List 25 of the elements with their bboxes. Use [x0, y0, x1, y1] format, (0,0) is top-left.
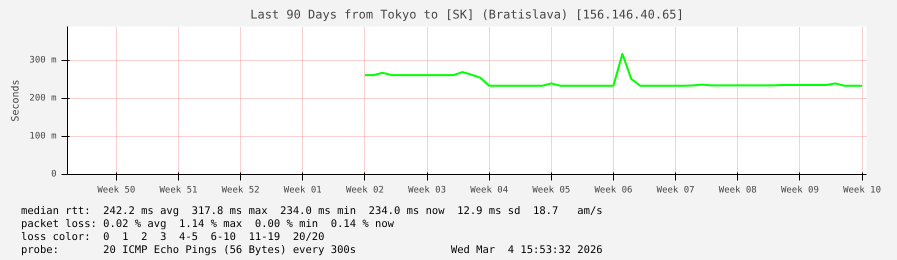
x-tick-label: Week 09 — [780, 186, 819, 196]
x-tick-label: Week 50 — [97, 186, 136, 196]
x-tick-label: Week 52 — [222, 186, 260, 196]
text: packet loss: 0.02 % avg 1.14 % max 0.00 % min 0.14 % now — [21, 218, 395, 231]
y-tick-label: 100 m — [29, 132, 56, 142]
text: loss color: 0 1 2 3 4-5 6-10 11-19 20/20 — [21, 231, 326, 244]
x-tick-label: Week 04 — [470, 186, 508, 196]
x-tick-label: Week 07 — [656, 186, 695, 196]
y-axis-title: Seconds — [10, 79, 22, 122]
x-tick-label: Week 02 — [346, 186, 384, 196]
x-tick-label: Week 03 — [408, 186, 446, 196]
text: Wed Mar 4 15:53:32 2026 — [450, 244, 603, 257]
text: probe: 20 ICMP Echo Pings (56 Bytes) every 300s — [21, 244, 356, 256]
y-tick-label: 300 m — [29, 56, 56, 66]
y-tick-label: 0 — [51, 170, 57, 180]
chart-title: Last 90 Days from Tokyo to [SK] (Bratislava) [156.146.40.65] — [250, 8, 684, 22]
y-tick-label: 200 m — [29, 94, 56, 104]
x-tick-label: Week 01 — [284, 186, 322, 196]
x-tick-label: Week 10 — [843, 186, 882, 196]
line-series — [364, 52, 864, 87]
x-tick-label: Week 51 — [160, 186, 198, 196]
x-tick-label: Week 05 — [532, 186, 570, 196]
text: median rtt: 242.2 ms avg 317.8 ms max 234.0 ms min 234.0 ms now 12.9 ms sd 18.7 am/s — [21, 205, 603, 218]
x-tick-label: Week 06 — [594, 186, 632, 196]
x-tick-label: Week 08 — [718, 186, 757, 196]
